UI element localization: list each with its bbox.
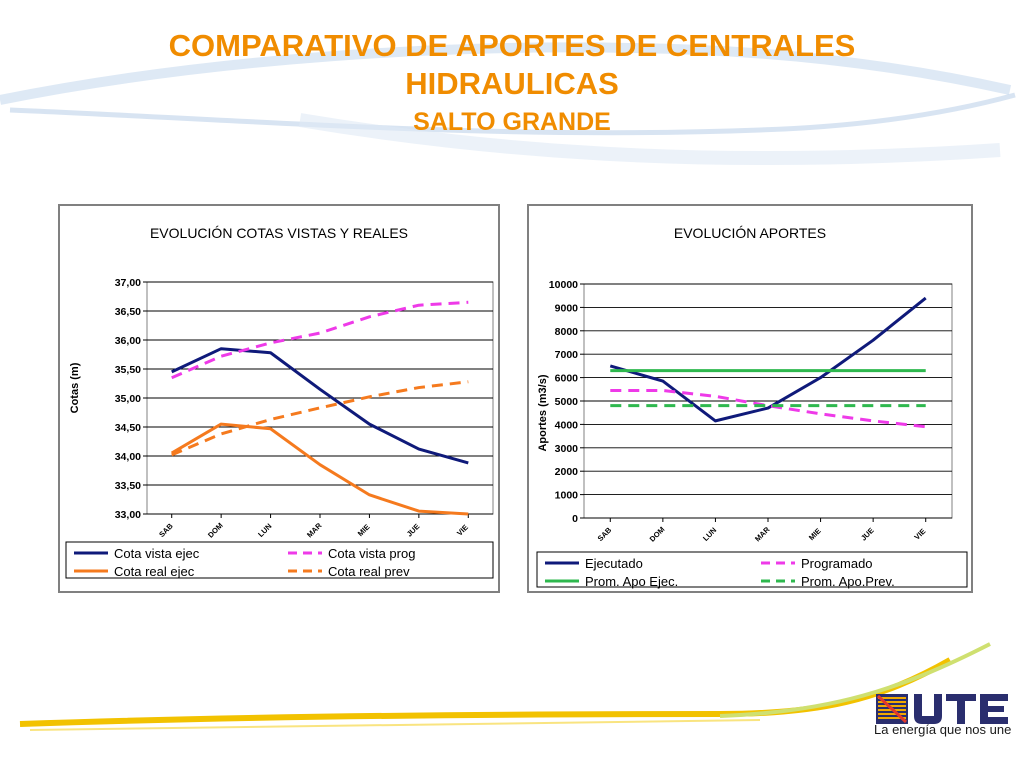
legend-label: Programado — [801, 556, 873, 571]
legend-label: Cota vista ejec — [114, 546, 200, 561]
y-tick-label: 2000 — [555, 466, 579, 478]
series-line-0 — [609, 296, 927, 423]
legend-label: Prom. Apo.Prev. — [801, 574, 895, 589]
legend-label: Prom. Apo Ejec. — [585, 574, 678, 589]
x-tick-label: MIE — [807, 526, 823, 542]
x-tick-label: MAR — [305, 521, 324, 540]
legend-label: Cota real ejec — [114, 564, 195, 579]
series-line-0 — [171, 347, 469, 465]
y-tick-label: 33,00 — [115, 509, 141, 521]
y-tick-label: 0 — [572, 513, 578, 525]
legend-label: Cota vista prog — [328, 546, 415, 561]
series-line-1 — [171, 300, 469, 380]
x-tick-label: SAB — [596, 525, 614, 543]
x-tick-label: LUN — [701, 526, 718, 543]
chart-panel-aportes: EVOLUCIÓN APORTES 10000 9000 8000 7000 6000 50… — [527, 204, 973, 593]
legend — [536, 551, 968, 588]
logo-slogan: La energía que nos une — [874, 722, 1012, 737]
x-tick-label: LUN — [256, 522, 273, 539]
y-tick-label: 3000 — [555, 443, 579, 455]
x-tick-label: MIE — [356, 522, 372, 538]
ute-logo-icon — [876, 694, 1008, 724]
y-tick-label: 6000 — [555, 373, 579, 385]
y-tick-label: 36,50 — [115, 306, 141, 318]
legend-label: Cota real prev — [328, 564, 410, 579]
y-tick-label: 33,50 — [115, 480, 141, 492]
y-axis-label: Cotas (m) — [69, 362, 81, 413]
chart-aportes: EVOLUCIÓN APORTES10000900080007000600050… — [536, 225, 968, 589]
legend-label: Ejecutado — [585, 556, 643, 571]
y-tick-label: 37,00 — [115, 277, 141, 289]
x-tick-label: JUE — [405, 522, 422, 539]
y-tick-label: 35,00 — [115, 393, 141, 405]
yellow-swoosh — [19, 657, 952, 727]
y-tick-label: 34,50 — [115, 422, 141, 434]
y-tick-label: 10000 — [549, 279, 578, 291]
series-line-3 — [171, 380, 469, 457]
y-tick-label: 7000 — [555, 349, 579, 361]
page-title-line2: HIDRAULICAS — [405, 66, 619, 101]
x-tick-label: MAR — [753, 525, 772, 544]
chart-title: EVOLUCIÓN COTAS VISTAS Y REALES — [150, 225, 408, 241]
y-tick-label: 5000 — [555, 396, 579, 408]
x-tick-label: VIE — [455, 523, 470, 538]
y-tick-label: 36,00 — [115, 335, 141, 347]
y-tick-label: 9000 — [555, 302, 579, 314]
y-tick-label: 35,50 — [115, 364, 141, 376]
chart-panel-cotas: EVOLUCIÓN COTAS VISTAS Y REALES 37,00 36,5… — [58, 204, 500, 593]
page-subtitle: SALTO GRANDE — [413, 108, 611, 136]
y-tick-label: 1000 — [555, 490, 579, 502]
y-axis-label: Aportes (m3/s) — [537, 374, 549, 451]
legend — [65, 541, 494, 579]
y-tick-label: 4000 — [555, 419, 579, 431]
x-tick-label: DOM — [648, 525, 667, 544]
x-tick-label: JUE — [859, 526, 876, 543]
x-tick-label: DOM — [206, 521, 225, 540]
series-line-2 — [170, 422, 469, 516]
y-tick-label: 8000 — [555, 326, 579, 338]
x-tick-label: SAB — [157, 521, 175, 539]
chart-title: EVOLUCIÓN APORTES — [674, 225, 826, 241]
x-tick-label: VIE — [912, 527, 927, 542]
y-tick-label: 34,00 — [115, 451, 141, 463]
page-title-line1: COMPARATIVO DE APORTES DE CENTRALES — [168, 28, 856, 63]
chart-cotas: EVOLUCIÓN COTAS VISTAS Y REALES 37,00 36,5… — [65, 225, 494, 579]
